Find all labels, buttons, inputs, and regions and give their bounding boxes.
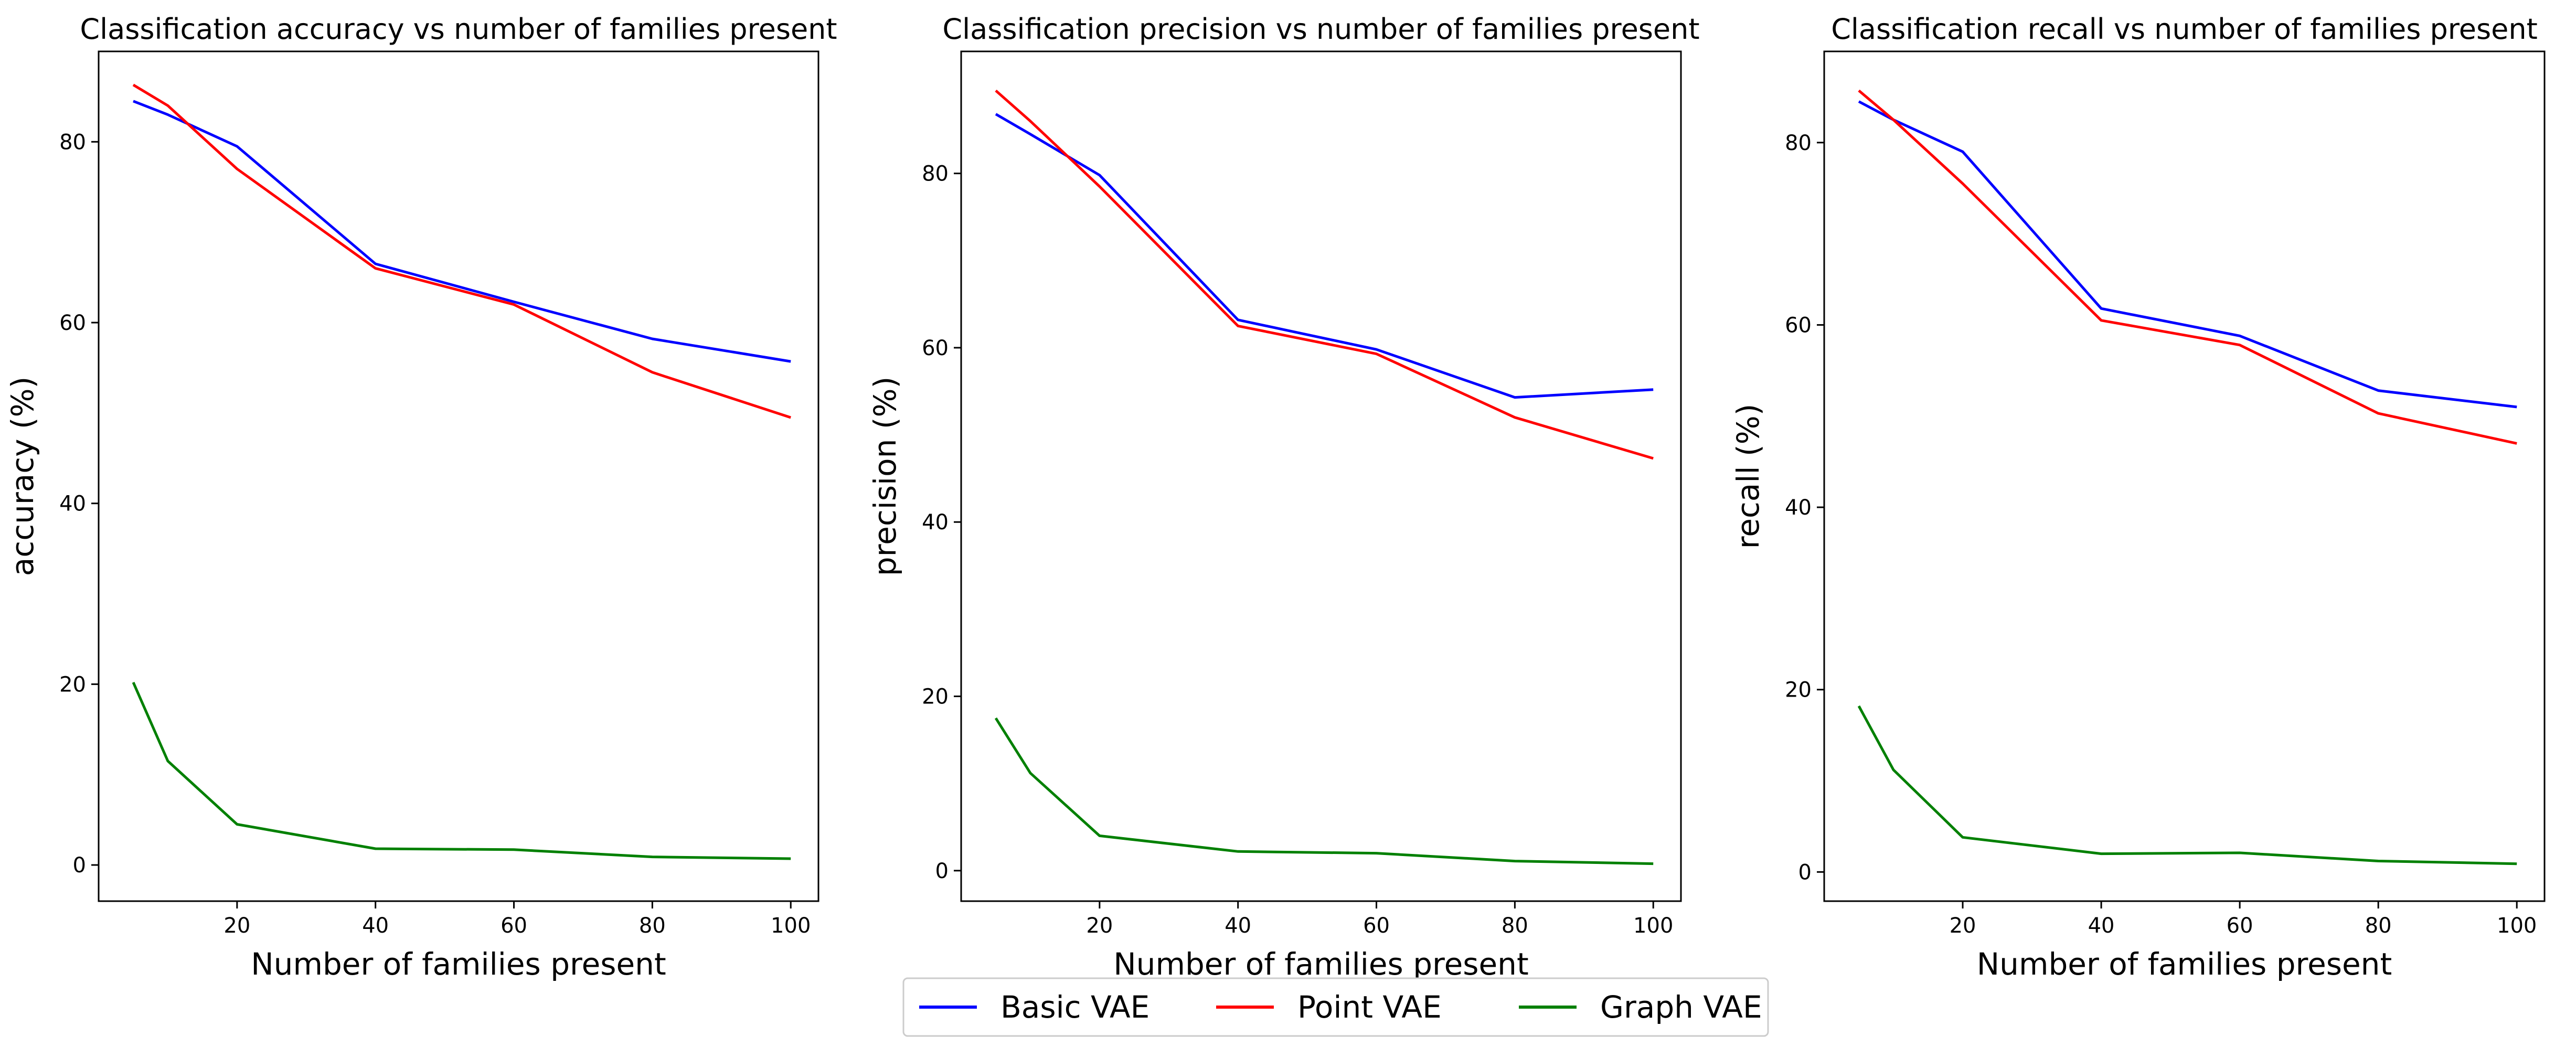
series-line-basic-vae — [133, 100, 791, 363]
x-axis-label: Number of families present — [1977, 946, 2392, 982]
series-line-graph-vae — [1857, 705, 2517, 865]
axes-frame — [98, 50, 819, 902]
series-line-point-vae — [995, 89, 1654, 460]
y-tick-label: 40 — [1785, 496, 1812, 520]
chart-title: Classification precision vs number of fa… — [942, 13, 1699, 46]
x-tick-label: 100 — [771, 914, 811, 938]
x-axis-label: Number of families present — [251, 946, 666, 982]
x-tick-label: 100 — [1633, 914, 1673, 938]
y-axis-label: precision (%) — [867, 377, 903, 576]
x-tick-label: 80 — [1502, 914, 1528, 938]
legend-label-graph-vae: Graph VAE — [1600, 989, 1762, 1025]
y-tick-label: 0 — [935, 859, 949, 883]
x-tick-label: 40 — [1225, 914, 1251, 938]
panel-1: Classification accuracy vs number of fam… — [5, 13, 837, 982]
panel-2: Classification precision vs number of fa… — [867, 13, 1700, 982]
legend-label-basic-vae: Basic VAE — [1000, 989, 1149, 1025]
x-tick-label: 60 — [501, 914, 527, 938]
series-line-point-vae — [132, 83, 791, 419]
y-axis-label: accuracy (%) — [5, 377, 40, 576]
series-line-point-vae — [1858, 89, 2517, 445]
y-tick-label: 20 — [59, 672, 86, 697]
x-tick-label: 20 — [223, 914, 250, 938]
x-axis-label: Number of families present — [1113, 946, 1528, 982]
legend-frame — [902, 977, 1769, 1037]
x-tick-label: 80 — [639, 914, 666, 938]
x-tick-label: 20 — [1086, 914, 1113, 938]
axes-frame — [960, 50, 1682, 902]
y-tick-label: 0 — [73, 853, 86, 878]
y-tick-label: 20 — [922, 685, 949, 709]
series-line-basic-vae — [1858, 100, 2517, 409]
axes-frame — [1823, 50, 2546, 902]
y-tick-label: 60 — [59, 311, 86, 335]
chart-title: Classification recall vs number of famil… — [1831, 13, 2538, 46]
series-line-graph-vae — [132, 681, 791, 860]
legend: Basic VAE Point VAE Graph VAE — [902, 977, 1769, 1037]
x-tick-label: 60 — [2227, 914, 2253, 938]
chart-title: Classification accuracy vs number of fam… — [80, 13, 837, 46]
y-tick-label: 40 — [59, 492, 86, 516]
x-tick-label: 60 — [1363, 914, 1390, 938]
y-tick-label: 20 — [1785, 678, 1812, 702]
x-tick-label: 40 — [2088, 914, 2115, 938]
x-tick-label: 100 — [2497, 914, 2537, 938]
x-tick-label: 40 — [362, 914, 389, 938]
series-line-graph-vae — [994, 717, 1654, 865]
legend-label-point-vae: Point VAE — [1297, 989, 1442, 1025]
y-tick-label: 80 — [1785, 131, 1812, 155]
series-line-basic-vae — [995, 113, 1654, 399]
y-tick-label: 80 — [922, 162, 949, 186]
y-axis-label: recall (%) — [1730, 404, 1766, 549]
y-tick-label: 60 — [922, 336, 949, 360]
x-tick-label: 20 — [1950, 914, 1976, 938]
x-tick-label: 80 — [2365, 914, 2392, 938]
y-tick-label: 80 — [59, 130, 86, 154]
y-tick-label: 60 — [1785, 313, 1812, 337]
y-tick-label: 0 — [1798, 860, 1812, 884]
panel-3: Classification recall vs number of famil… — [1730, 13, 2546, 982]
y-tick-label: 40 — [922, 510, 949, 534]
